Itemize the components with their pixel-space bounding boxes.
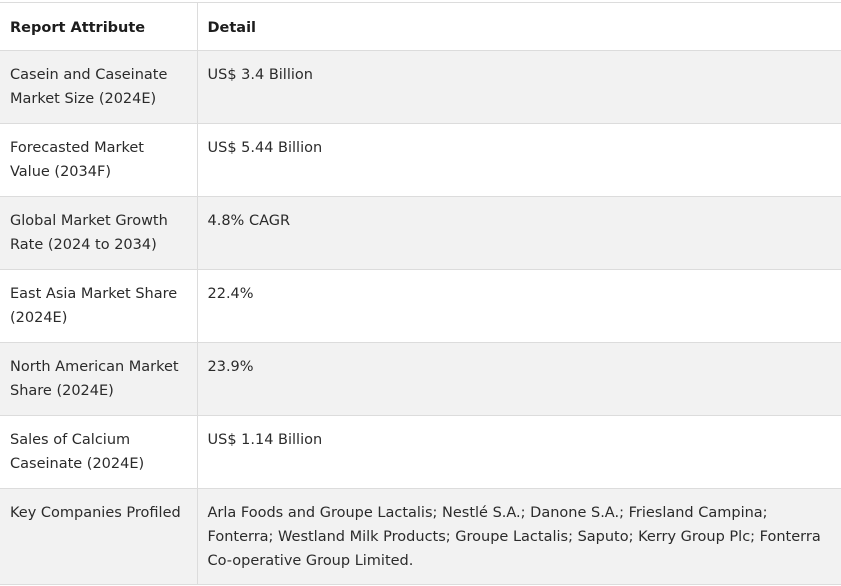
header-detail: Detail: [196, 2, 841, 51]
attribute-cell: Sales of Calcium Caseinate (2024E): [0, 415, 198, 489]
header-report-attribute: Report Attribute: [0, 2, 198, 51]
attribute-cell: Global Market Growth Rate (2024 to 2034): [0, 196, 198, 270]
table-row: North American Market Share (2024E) 23.9…: [0, 342, 841, 416]
detail-cell: 4.8% CAGR: [196, 196, 841, 270]
attribute-cell: Forecasted Market Value (2034F): [0, 123, 198, 197]
detail-cell: 22.4%: [196, 269, 841, 343]
table-header-row: Report Attribute Detail: [0, 2, 841, 51]
attribute-cell: Key Companies Profiled: [0, 488, 198, 585]
detail-cell: US$ 3.4 Billion: [196, 50, 841, 124]
attribute-cell: Casein and Caseinate Market Size (2024E): [0, 50, 198, 124]
table-row: Key Companies Profiled Arla Foods and Gr…: [0, 488, 841, 585]
table-row: Casein and Caseinate Market Size (2024E)…: [0, 50, 841, 124]
detail-cell: 23.9%: [196, 342, 841, 416]
detail-cell: US$ 1.14 Billion: [196, 415, 841, 489]
table-row: Sales of Calcium Caseinate (2024E) US$ 1…: [0, 415, 841, 489]
attribute-cell: East Asia Market Share (2024E): [0, 269, 198, 343]
table-row: Forecasted Market Value (2034F) US$ 5.44…: [0, 123, 841, 197]
table-row: Global Market Growth Rate (2024 to 2034)…: [0, 196, 841, 270]
detail-cell: Arla Foods and Groupe Lactalis; Nestlé S…: [196, 488, 841, 585]
table-row: East Asia Market Share (2024E) 22.4%: [0, 269, 841, 343]
detail-cell: US$ 5.44 Billion: [196, 123, 841, 197]
attribute-cell: North American Market Share (2024E): [0, 342, 198, 416]
